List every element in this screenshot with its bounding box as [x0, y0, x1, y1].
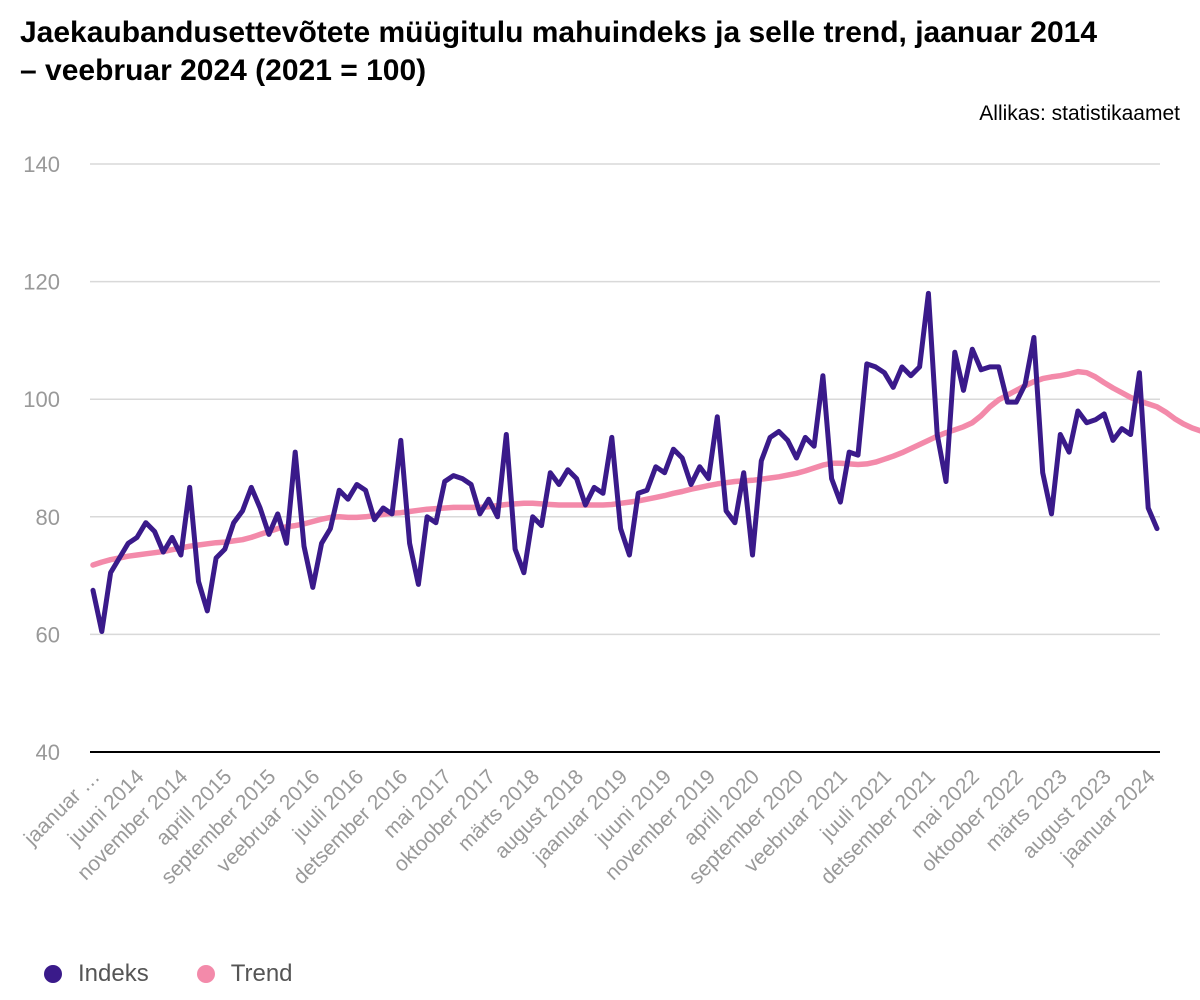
legend-item-indeks[interactable]: Indeks — [44, 960, 149, 988]
y-tick-label: 40 — [36, 740, 60, 765]
legend-label-trend: Trend — [230, 960, 293, 987]
y-tick-label: 120 — [23, 270, 60, 295]
source-label: Allikas: statistikaamet — [979, 102, 1180, 125]
series-line-indeks — [90, 290, 1160, 634]
legend-label-indeks: Indeks — [78, 960, 149, 987]
y-tick-label: 60 — [36, 622, 60, 647]
y-tick-label: 100 — [23, 387, 60, 412]
legend-marker-trend — [196, 965, 215, 983]
series-line-trend — [90, 368, 1200, 568]
chart-title: Jaekaubandusettevõtete müügitulu mahuind… — [20, 16, 1098, 87]
legend-item-trend[interactable]: Trend — [196, 960, 293, 988]
legend: Indeks Trend — [44, 960, 341, 988]
y-tick-label: 80 — [36, 505, 60, 530]
y-tick-label: 140 — [23, 152, 60, 177]
legend-marker-indeks — [44, 965, 62, 983]
